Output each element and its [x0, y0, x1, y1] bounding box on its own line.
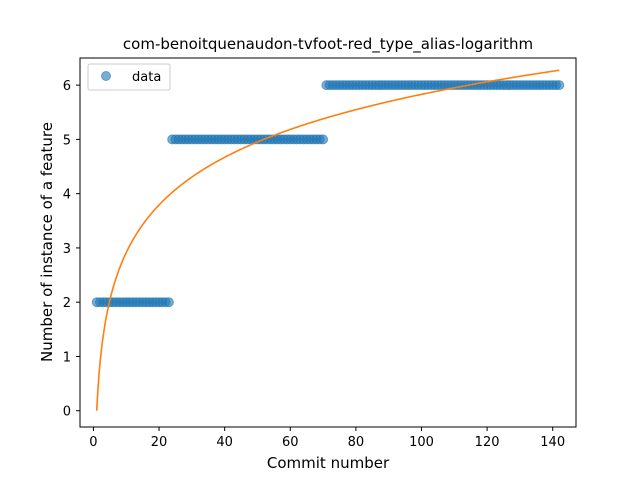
data-point [554, 80, 565, 91]
plot-area [79, 57, 577, 428]
x-tick-label: 20 [151, 435, 168, 450]
y-axis: 0 1 2 3 4 5 6 [63, 79, 80, 420]
y-tick-label: 2 [63, 296, 71, 311]
x-tick-label: 40 [216, 435, 233, 450]
y-tick-label: 6 [63, 79, 71, 94]
x-tick-label: 140 [540, 435, 565, 450]
legend-box [87, 63, 171, 91]
fit-line [95, 69, 560, 411]
plot-frame [79, 57, 577, 428]
x-tick-label: 0 [89, 435, 97, 450]
fit-line-layer [95, 69, 560, 411]
x-tick-label: 100 [409, 435, 434, 450]
x-axis: 0 20 40 60 80 100 120 140 [89, 427, 565, 450]
x-tick-label: 80 [348, 435, 365, 450]
y-tick-label: 5 [63, 133, 71, 148]
y-tick-label: 3 [63, 242, 71, 257]
legend-marker-data [101, 71, 111, 81]
y-axis-title: Number of instance of a feature [38, 122, 56, 362]
y-tick-label: 0 [63, 405, 71, 420]
data-point [163, 297, 174, 308]
x-tick-label: 60 [282, 435, 299, 450]
data-point [318, 134, 329, 145]
legend: data [87, 63, 171, 91]
x-tick-label: 120 [475, 435, 500, 450]
x-axis-title: Commit number [267, 454, 390, 472]
legend-label-data: data [132, 70, 161, 85]
y-tick-label: 1 [63, 350, 71, 365]
y-tick-label: 4 [63, 188, 71, 203]
chart-title: com-benoitquenaudon-tvfoot-red_type_alia… [123, 35, 533, 54]
